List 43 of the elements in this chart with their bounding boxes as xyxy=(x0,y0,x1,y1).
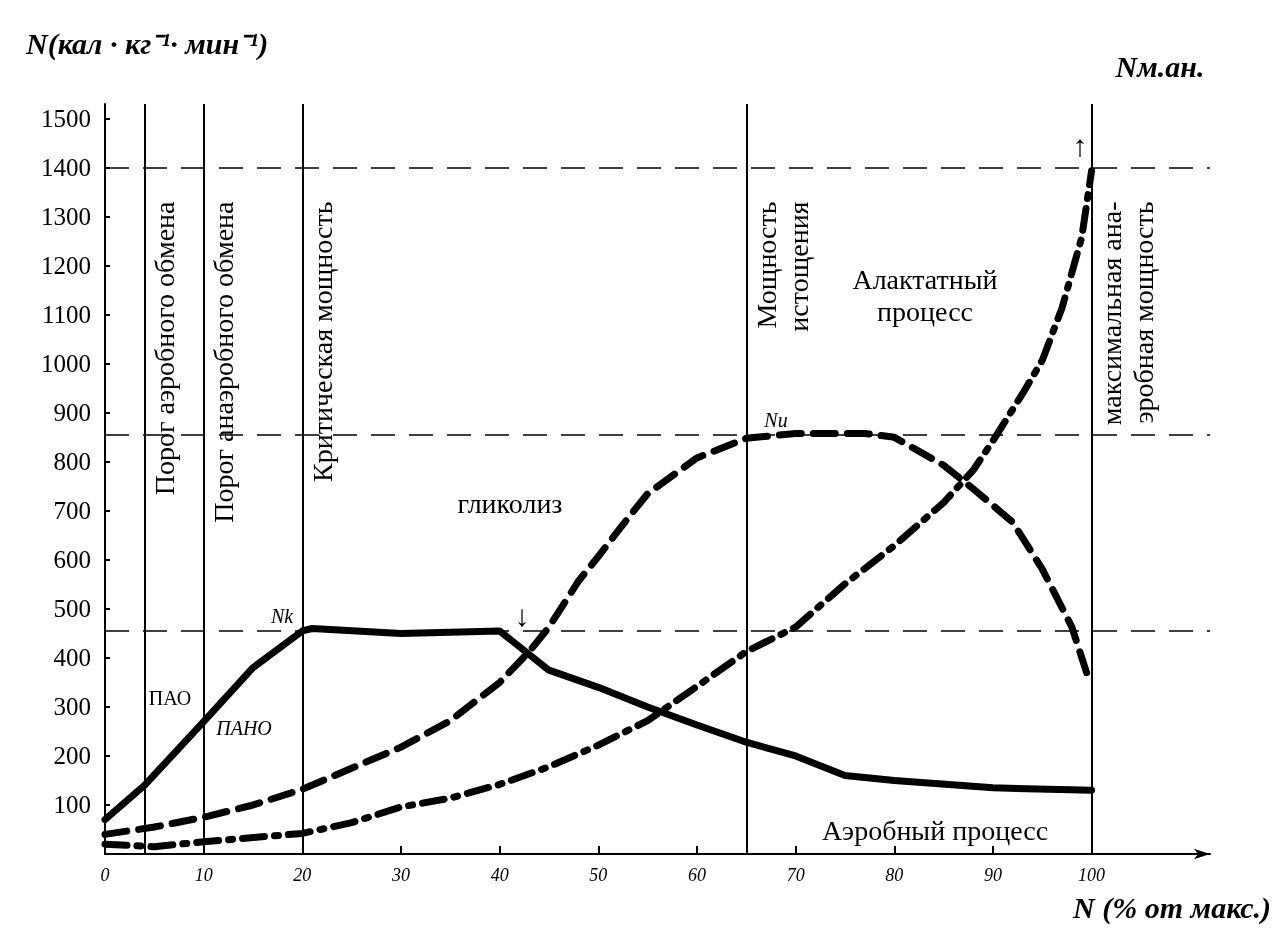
y-axis-title: N(кал · кг⁻¹· мин⁻¹) xyxy=(25,26,269,61)
ref-line-label: максимальная ана- эробная мощность xyxy=(1096,201,1160,426)
x-tick-label: 50 xyxy=(589,865,608,885)
y-tick-label: 500 xyxy=(53,595,91,623)
x-tick-label: 100 xyxy=(1078,865,1106,885)
annotation: ↑ xyxy=(1072,128,1088,162)
y-tick-label: 100 xyxy=(53,791,91,819)
y-tick-label: 900 xyxy=(53,399,91,427)
x-tick-label: 20 xyxy=(293,865,312,885)
annotation: Алактатный процесс xyxy=(852,263,998,327)
x-tick-label: 40 xyxy=(490,865,509,885)
text: Nм.ан. xyxy=(1114,49,1205,83)
y-tick-label: 1300 xyxy=(41,203,91,231)
y-tick-label: 1100 xyxy=(41,301,91,329)
y-tick-label: 1000 xyxy=(41,350,91,378)
y-tick-label: 1500 xyxy=(41,105,91,133)
y-tick-label: 600 xyxy=(53,546,91,574)
y-tick-label: 300 xyxy=(53,693,91,721)
x-tick-label: 60 xyxy=(687,865,706,885)
x-tick-label: 70 xyxy=(786,865,805,885)
y-tick-label: 400 xyxy=(53,644,91,672)
y-tick-label: 700 xyxy=(53,497,91,525)
x-tick-label: 10 xyxy=(194,865,213,885)
annotation: ↓ xyxy=(514,598,530,632)
y-tick-label: 800 xyxy=(53,448,91,476)
x-tick-label: 30 xyxy=(390,865,410,885)
x-tick-label: 80 xyxy=(885,865,904,885)
y-tick-label: 1400 xyxy=(41,154,91,182)
annotation: Аэробный процесс xyxy=(821,814,1049,846)
annotation: Nu xyxy=(763,409,788,431)
x-tick-label: 0 xyxy=(100,865,110,885)
ref-line-label: Порог аэробного обмена xyxy=(148,200,180,496)
x-axis-title: N (% от макс.) xyxy=(1072,890,1272,925)
x-tick-label: 90 xyxy=(983,865,1002,885)
y-tick-label: 200 xyxy=(53,742,91,770)
annotation: Nk xyxy=(269,605,295,627)
annotation: ПАО xyxy=(148,687,192,709)
annotation: гликолиз xyxy=(457,487,563,519)
ref-line-label: Порог анаэробного обмена xyxy=(208,200,240,523)
y-tick-label: 1200 xyxy=(41,252,91,280)
ref-line-label: Критическая мощность xyxy=(306,201,338,482)
ref-line-label: Мощность истощения xyxy=(750,201,814,332)
annotation: ПАНО xyxy=(215,717,272,739)
